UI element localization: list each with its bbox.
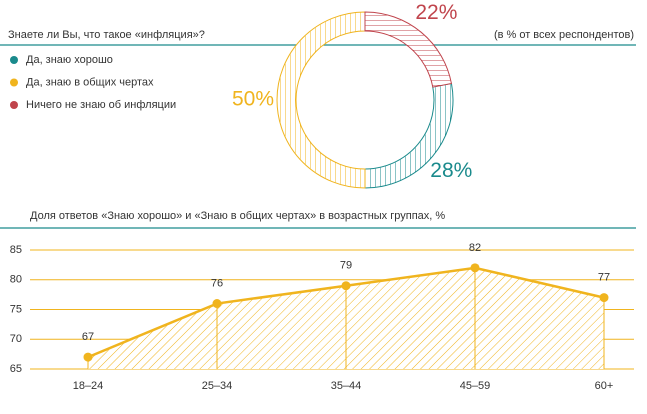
data-label: 76 xyxy=(211,277,223,289)
x-tick-label: 45–59 xyxy=(460,380,491,392)
x-tick-label: 25–34 xyxy=(202,380,233,392)
y-tick-label: 80 xyxy=(10,274,22,286)
data-label: 79 xyxy=(340,260,352,272)
y-tick-label: 65 xyxy=(10,363,22,375)
point xyxy=(212,299,222,309)
chart-title: Доля ответов «Знаю хорошо» и «Знаю в общ… xyxy=(30,210,445,222)
y-tick-label: 70 xyxy=(10,333,22,345)
point xyxy=(83,352,93,362)
data-label: 67 xyxy=(82,331,94,343)
y-tick-label: 75 xyxy=(10,303,22,315)
chart-title: Знаете ли Вы, что такое «инфляция»? xyxy=(8,29,205,41)
data-label: 50% xyxy=(232,88,274,111)
x-tick-label: 35–44 xyxy=(331,380,362,392)
legend-label: Ничего не знаю об инфляции xyxy=(26,99,176,111)
legend-marker xyxy=(10,56,18,64)
legend-label: Да, знаю хорошо xyxy=(26,54,113,66)
x-tick-label: 60+ xyxy=(595,380,614,392)
x-tick-label: 18–24 xyxy=(73,380,104,392)
y-tick-label: 85 xyxy=(10,244,22,256)
legend-marker xyxy=(10,78,18,87)
data-label: 28% xyxy=(430,159,472,182)
point xyxy=(341,281,351,291)
data-label: 77 xyxy=(598,272,610,284)
pie-slice xyxy=(276,11,366,189)
legend-marker xyxy=(10,101,18,109)
data-label: 82 xyxy=(469,242,481,254)
data-label: 22% xyxy=(415,1,457,24)
legend-label: Да, знаю в общих чертах xyxy=(26,76,154,88)
point xyxy=(470,263,480,273)
chart-subtitle: (в % от всех респондентов) xyxy=(494,29,634,41)
point xyxy=(599,293,609,303)
pie-slice xyxy=(364,11,453,88)
